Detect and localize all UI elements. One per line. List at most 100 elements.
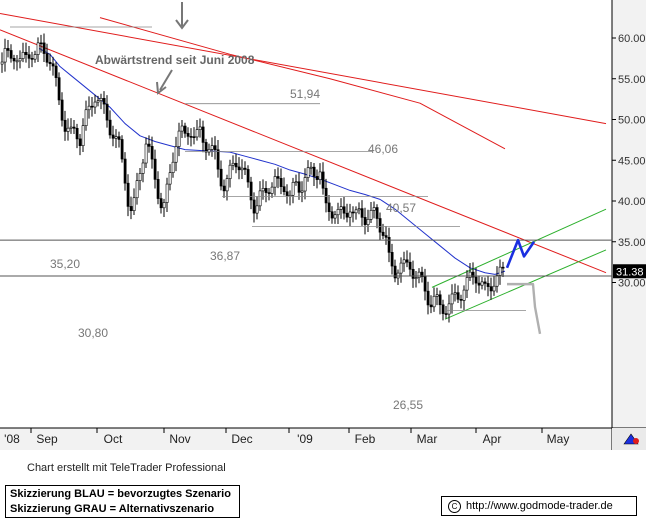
- candle-body-142: [426, 290, 430, 306]
- candle-body-28: [84, 109, 88, 126]
- candle-body-60: [180, 125, 184, 132]
- candle-body-125: [375, 207, 379, 219]
- candle-body-22: [66, 127, 70, 132]
- candle-body-39: [117, 136, 121, 140]
- candle-body-55: [165, 183, 169, 203]
- candle-body-104: [312, 166, 316, 177]
- candle-body-154: [462, 289, 466, 301]
- candle-body-124: [372, 207, 376, 211]
- x-tick-label-9: May: [547, 432, 570, 446]
- website-link[interactable]: http://www.godmode-trader.de: [466, 500, 613, 512]
- stock-chart: 51,94 46,06 40,57 36,87 35,20 30,80 26,55 30.0…: [0, 0, 646, 450]
- candle-body-150: [450, 293, 454, 305]
- candle-body-108: [324, 187, 328, 204]
- last-price-badge: [613, 264, 646, 279]
- candle-body-36: [108, 119, 112, 136]
- candle-body-26: [78, 138, 82, 146]
- candle-body-11: [33, 54, 37, 60]
- level-label-5: 30,80: [78, 326, 108, 340]
- candle-body-109: [327, 202, 331, 213]
- x-tick-label-5: '09: [297, 432, 313, 446]
- candle-body-63: [189, 136, 193, 138]
- candle-body-101: [303, 177, 307, 192]
- candle-body-68: [204, 142, 208, 153]
- candle-body-87: [261, 188, 265, 192]
- candle-body-27: [81, 125, 85, 146]
- candle-body-134: [402, 259, 406, 264]
- candle-body-65: [195, 129, 199, 138]
- down-arrow-head: [175, 19, 189, 30]
- candle-body-82: [246, 169, 250, 183]
- x-tick-label-4: Dec: [231, 432, 252, 446]
- candle-body-111: [333, 214, 337, 219]
- candle-body-149: [447, 303, 451, 315]
- candle-body-59: [177, 130, 181, 147]
- candle-body-98: [294, 181, 298, 184]
- candle-body-40: [120, 139, 124, 160]
- candle-body-160: [480, 281, 484, 286]
- candle-body-158: [474, 276, 478, 284]
- candle-body-45: [135, 180, 139, 199]
- x-tick-label-1: Sep: [36, 432, 58, 446]
- trend-annotation: Abwärtstrend seit Juni 2008: [95, 53, 255, 67]
- candle-body-46: [138, 173, 142, 181]
- candle-body-119: [357, 208, 361, 211]
- candle-body-76: [228, 164, 232, 179]
- candle-body-81: [243, 167, 247, 170]
- y-tick-label-4: 50.00: [618, 115, 646, 127]
- candle-body-69: [207, 149, 211, 153]
- candle-body-128: [384, 235, 388, 238]
- candle-body-41: [123, 158, 127, 184]
- candle-body-121: [363, 217, 367, 225]
- candle-body-31: [93, 101, 97, 108]
- candle-body-44: [132, 197, 136, 211]
- candle-body-110: [330, 211, 334, 219]
- candle-body-15: [45, 53, 49, 63]
- candle-body-95: [285, 191, 289, 196]
- level-label-0: 51,94: [290, 87, 320, 101]
- candle-body-80: [240, 167, 244, 171]
- candle-body-126: [378, 218, 382, 233]
- candle-body-30: [90, 105, 94, 108]
- candle-body-97: [291, 182, 295, 196]
- chart-tool-icon[interactable]: [623, 433, 639, 445]
- candle-body-117: [351, 211, 355, 214]
- candle-body-58: [174, 146, 178, 163]
- chart-svg: 51,94 46,06 40,57 36,87 35,20 30,80 26,55 30.0…: [0, 0, 646, 450]
- candle-body-94: [282, 186, 286, 193]
- candle-body-163: [489, 286, 493, 292]
- candle-body-143: [429, 304, 433, 308]
- y-tick-label-0: 30.00: [618, 278, 646, 290]
- candle-body-14: [42, 42, 46, 54]
- candle-body-102: [306, 167, 310, 178]
- candle-body-93: [279, 178, 283, 187]
- candle-body-16: [48, 61, 52, 65]
- tool-dot-icon: [633, 438, 639, 444]
- candle-body-23: [69, 126, 73, 129]
- candle-body-24: [72, 126, 76, 129]
- y-tick-label-2: 40.00: [618, 196, 646, 208]
- y-tick-label-6: 60.00: [618, 33, 646, 45]
- candle-body-73: [219, 168, 223, 187]
- candle-body-155: [465, 277, 469, 291]
- level-label-6: 26,55: [393, 398, 423, 412]
- candle-body-162: [486, 283, 490, 287]
- candle-body-38: [114, 136, 118, 139]
- candle-body-145: [435, 294, 439, 297]
- candle-body-77: [231, 162, 235, 166]
- legend-grey: Skizzierung GRAU = Alternativszenario: [10, 503, 215, 515]
- level-label-2: 40,57: [386, 201, 416, 215]
- candle-body-120: [360, 208, 364, 218]
- x-tick-label-7: Mar: [417, 432, 438, 446]
- candle-body-29: [87, 105, 91, 111]
- candle-body-49: [147, 143, 151, 147]
- x-tick-label-0: '08: [4, 432, 20, 446]
- candle-body-159: [477, 282, 481, 286]
- candle-body-71: [213, 145, 217, 151]
- candle-body-141: [423, 276, 427, 292]
- candle-body-146: [438, 294, 442, 306]
- candle-body-79: [237, 166, 241, 171]
- candle-body-20: [60, 99, 64, 121]
- scenario-legend: Skizzierung BLAU = bevorzugtes Szenario …: [5, 485, 240, 518]
